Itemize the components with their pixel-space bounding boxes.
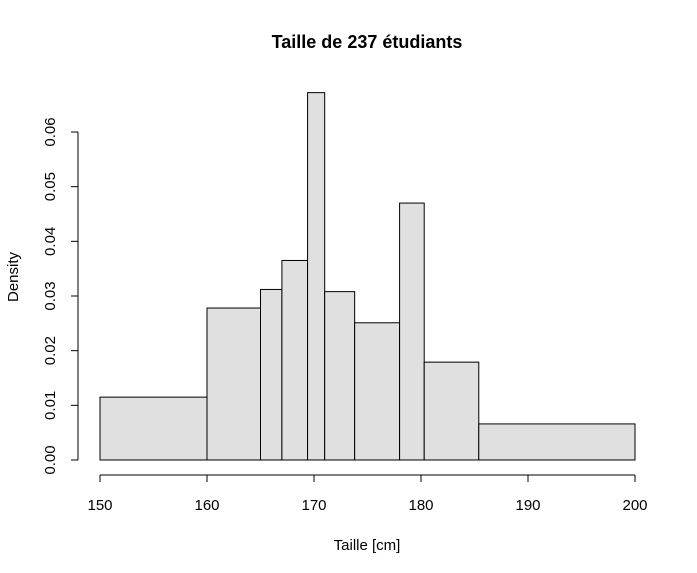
x-tick-label-170: 170 bbox=[301, 497, 326, 514]
histogram-bar-9 bbox=[424, 362, 479, 460]
bars-group bbox=[100, 93, 635, 460]
x-tick-label-180: 180 bbox=[408, 497, 433, 514]
histogram-bar-3 bbox=[261, 289, 282, 460]
histogram-bar-1 bbox=[100, 397, 207, 460]
y-tick-label-0.04: 0.04 bbox=[42, 227, 59, 256]
chart-title: Taille de 237 étudiants bbox=[272, 32, 463, 52]
y-tick-label-0.02: 0.02 bbox=[42, 336, 59, 365]
histogram-bar-2 bbox=[207, 308, 261, 460]
histogram-bar-6 bbox=[325, 292, 355, 460]
x-axis: 150 160 170 180 190 200 bbox=[87, 475, 647, 514]
histogram-bar-4 bbox=[282, 260, 308, 460]
y-axis-label: Density bbox=[5, 251, 22, 302]
y-tick-label-0.01: 0.01 bbox=[42, 391, 59, 420]
histogram-bar-5 bbox=[308, 93, 325, 460]
x-tick-label-160: 160 bbox=[194, 497, 219, 514]
x-tick-label-190: 190 bbox=[515, 497, 540, 514]
y-tick-label-0.03: 0.03 bbox=[42, 281, 59, 310]
x-tick-label-150: 150 bbox=[87, 497, 112, 514]
y-tick-label-0.06: 0.06 bbox=[42, 117, 59, 146]
histogram-bar-10 bbox=[479, 424, 635, 460]
histogram-bar-8 bbox=[400, 203, 425, 460]
histogram-bar-7 bbox=[355, 323, 400, 460]
y-axis: 0.00 0.01 0.02 0.03 0.04 0.05 0.06 bbox=[42, 117, 78, 474]
x-tick-label-200: 200 bbox=[622, 497, 647, 514]
x-axis-label: Taille [cm] bbox=[334, 537, 401, 554]
y-tick-label-0.05: 0.05 bbox=[42, 172, 59, 201]
y-tick-label-0.00: 0.00 bbox=[42, 445, 59, 474]
